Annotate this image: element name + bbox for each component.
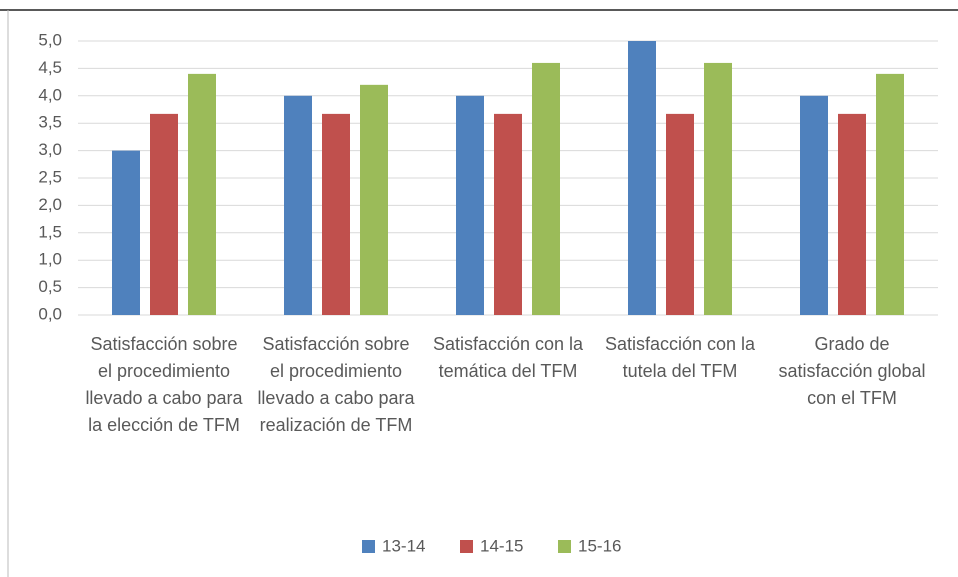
x-tick-label: Satisfacción con la tutela del TFM (604, 334, 756, 381)
bar (360, 84, 388, 315)
legend-swatch (558, 540, 571, 553)
bar (876, 73, 904, 315)
y-tick-label: 2,0 (38, 195, 62, 214)
y-tick-label: 2,5 (38, 167, 62, 186)
y-tick-label: 1,0 (38, 250, 62, 269)
bar (838, 113, 866, 315)
bar (628, 41, 656, 315)
bar (456, 95, 484, 315)
y-tick-label: 1,5 (38, 222, 62, 241)
bar (494, 113, 522, 315)
y-tick-label: 0,0 (38, 304, 62, 323)
y-tick-label: 5,0 (38, 30, 62, 49)
bar (284, 95, 312, 315)
x-tick-label: Satisfacción sobre el procedimiento llev… (85, 334, 243, 435)
legend-label: 15-16 (578, 536, 621, 555)
bar (704, 62, 732, 315)
bar (666, 113, 694, 315)
x-tick-label: Satisfacción sobre el procedimiento llev… (257, 334, 415, 435)
bar (188, 73, 216, 315)
legend-swatch (460, 540, 473, 553)
bar (532, 62, 560, 315)
y-tick-label: 3,0 (38, 140, 62, 159)
x-tick-label: Grado de satisfacción global con el TFM (778, 334, 926, 408)
y-tick-label: 4,5 (38, 58, 62, 77)
x-tick-label: Satisfacción con la temática del TFM (432, 334, 584, 381)
bar (800, 95, 828, 315)
legend-swatch (362, 540, 375, 553)
y-tick-label: 3,5 (38, 113, 62, 132)
legend-label: 14-15 (480, 536, 523, 555)
y-tick-label: 4,0 (38, 85, 62, 104)
bar (112, 150, 140, 315)
bar (322, 113, 350, 315)
y-tick-label: 0,5 (38, 277, 62, 296)
bar (150, 113, 178, 315)
legend-label: 13-14 (382, 536, 425, 555)
